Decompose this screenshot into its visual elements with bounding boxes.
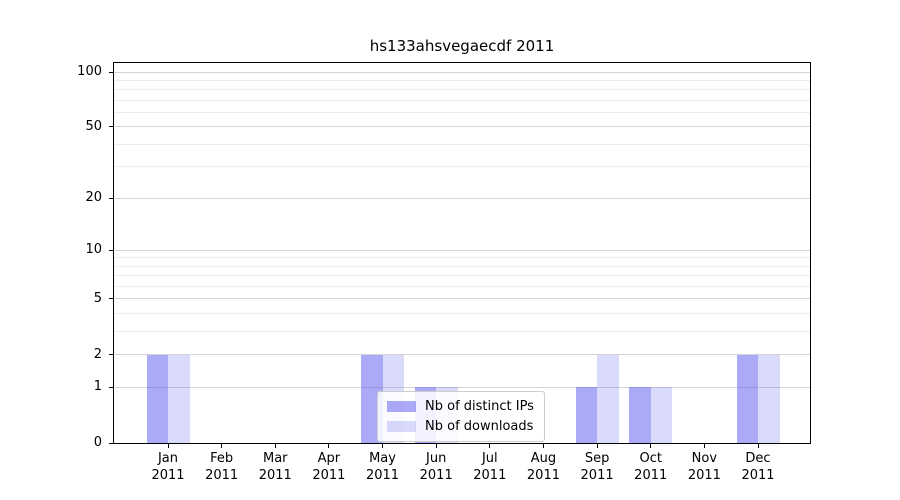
x-tick-mark <box>328 444 330 448</box>
y-tick-label: 5 <box>93 290 102 306</box>
x-tick-mark <box>435 444 437 448</box>
x-tick-label: Sep 2011 <box>580 451 614 483</box>
major-gridline <box>114 386 810 388</box>
bar-distinct-ips-0 <box>146 354 168 443</box>
minor-gridline <box>114 257 810 259</box>
major-gridline <box>114 71 810 73</box>
x-tick-label: May 2011 <box>365 451 400 483</box>
bar-distinct-ips-8 <box>575 387 598 443</box>
x-tick-label: Oct 2011 <box>634 451 668 483</box>
y-tick-mark <box>109 197 113 199</box>
minor-gridline <box>114 275 810 277</box>
major-gridline <box>114 298 810 300</box>
x-tick-mark <box>274 444 276 448</box>
legend-swatch-distinct-ips <box>387 401 416 412</box>
y-tick-label: 1 <box>93 379 102 395</box>
x-tick-label: Apr 2011 <box>312 451 346 483</box>
plot-area: Nb of distinct IPs Nb of downloads <box>113 62 811 444</box>
major-gridline <box>114 249 810 251</box>
legend-item-distinct-ips: Nb of distinct IPs <box>387 399 534 414</box>
minor-gridline <box>114 89 810 91</box>
y-tick-label: 50 <box>85 118 102 134</box>
x-tick-mark <box>489 444 491 448</box>
y-tick-label: 100 <box>77 64 102 80</box>
x-tick-label: Jul 2011 <box>473 451 507 483</box>
legend-item-downloads: Nb of downloads <box>387 419 534 434</box>
x-tick-label: Feb 2011 <box>205 451 239 483</box>
minor-gridline <box>114 331 810 333</box>
x-tick-mark <box>167 444 169 448</box>
legend-swatch-downloads <box>387 421 416 432</box>
major-gridline <box>114 354 810 356</box>
y-tick-mark <box>109 298 113 300</box>
bar-downloads-8 <box>597 354 619 443</box>
major-gridline <box>114 197 810 199</box>
bar-downloads-9 <box>650 387 673 443</box>
x-tick-mark <box>382 444 384 448</box>
y-tick-mark <box>109 442 113 444</box>
legend-label-distinct-ips: Nb of distinct IPs <box>425 399 534 414</box>
y-tick-mark <box>109 71 113 73</box>
y-tick-mark <box>109 249 113 251</box>
bar-distinct-ips-11 <box>736 354 758 443</box>
minor-gridline <box>114 265 810 267</box>
bar-distinct-ips-9 <box>629 387 651 443</box>
x-tick-label: Nov 2011 <box>687 451 721 483</box>
x-tick-label: Jun 2011 <box>419 451 453 483</box>
minor-gridline <box>114 99 810 101</box>
legend-label-downloads: Nb of downloads <box>425 419 534 434</box>
x-tick-label: Dec 2011 <box>741 451 775 483</box>
x-tick-mark <box>542 444 544 448</box>
x-tick-mark <box>221 444 223 448</box>
y-tick-label: 10 <box>85 242 102 258</box>
y-tick-label: 2 <box>93 346 102 362</box>
x-tick-mark <box>650 444 652 448</box>
x-tick-label: Aug 2011 <box>526 451 560 483</box>
x-tick-mark <box>596 444 598 448</box>
x-tick-mark <box>703 444 705 448</box>
minor-gridline <box>114 79 810 81</box>
bar-downloads-0 <box>168 354 190 443</box>
x-tick-mark <box>757 444 759 448</box>
legend: Nb of distinct IPs Nb of downloads <box>377 391 545 442</box>
y-tick-mark <box>109 126 113 128</box>
y-tick-label: 20 <box>85 190 102 206</box>
minor-gridline <box>114 286 810 288</box>
y-tick-mark <box>109 354 113 356</box>
x-tick-label: Mar 2011 <box>258 451 292 483</box>
x-tick-label: Jan 2011 <box>151 451 185 483</box>
minor-gridline <box>114 112 810 114</box>
chart-title: hs133ahsvegaecdf 2011 <box>369 37 555 55</box>
major-gridline <box>114 126 810 128</box>
y-tick-label: 0 <box>93 435 102 450</box>
minor-gridline <box>114 143 810 145</box>
bar-downloads-11 <box>758 354 780 443</box>
minor-gridline <box>114 166 810 168</box>
y-tick-mark <box>109 386 113 388</box>
minor-gridline <box>114 313 810 315</box>
